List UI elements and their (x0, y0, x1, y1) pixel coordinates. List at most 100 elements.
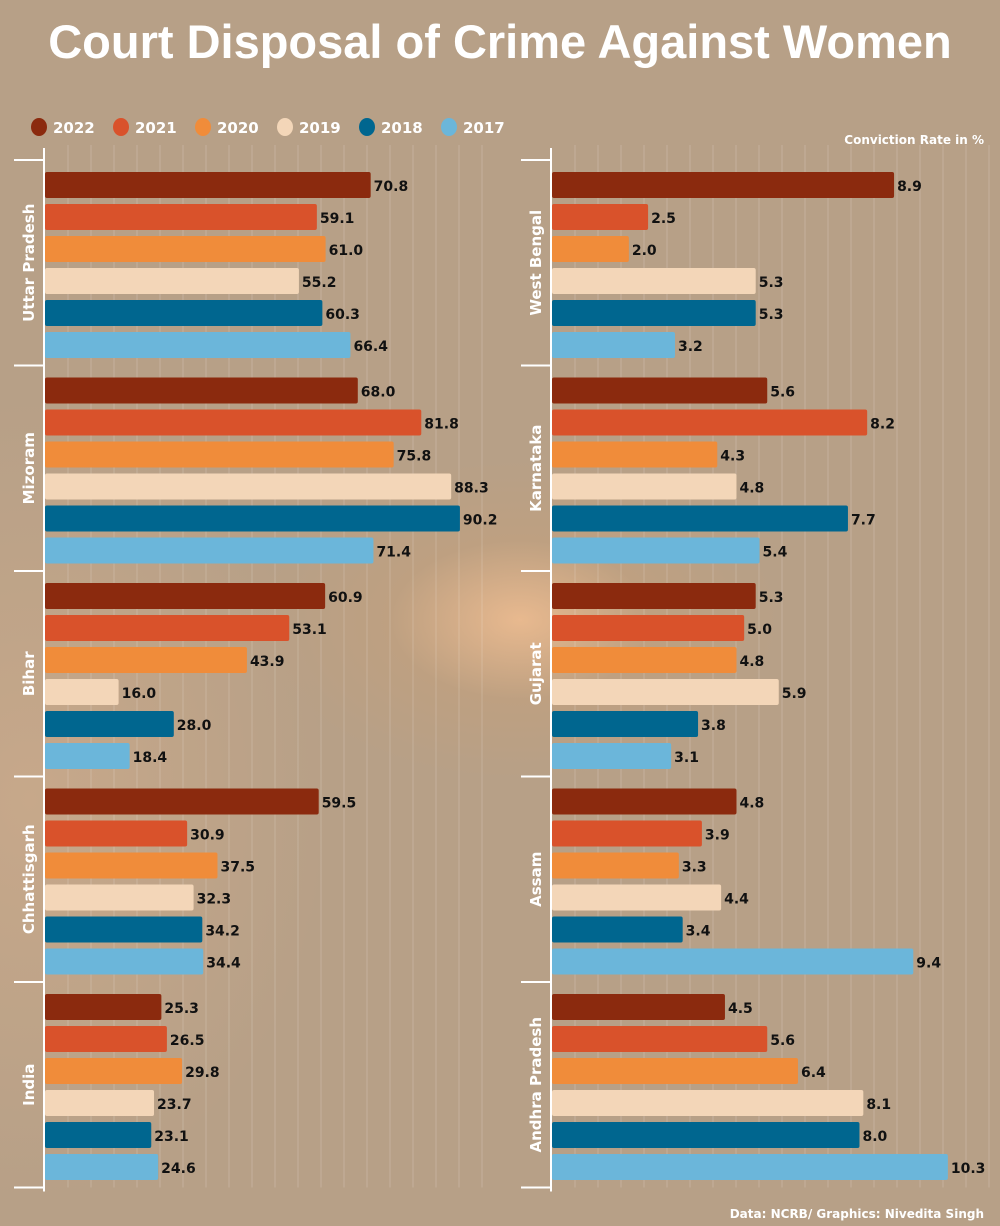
bar-2021 (45, 1026, 167, 1052)
data-label: 61.0 (329, 243, 364, 259)
bar-2019 (552, 679, 779, 705)
bar-2017 (552, 948, 914, 975)
legend-marker-2017 (441, 118, 457, 136)
group-label: Mizoram (20, 432, 38, 504)
data-label: 4.3 (720, 449, 745, 465)
bar-2017 (552, 1154, 948, 1180)
data-label: 5.4 (763, 545, 788, 561)
bar-2018 (552, 711, 699, 737)
bar-2021 (45, 820, 188, 847)
legend-marker-2019 (277, 118, 293, 136)
data-label: 59.5 (322, 796, 357, 812)
bar-2021 (552, 204, 649, 230)
data-label: 66.4 (353, 339, 388, 355)
data-label: 4.5 (728, 1001, 753, 1017)
data-label: 18.4 (133, 750, 168, 766)
bar-2021 (552, 1026, 768, 1052)
bar-2018 (552, 1122, 860, 1148)
unit-label: Conviction Rate in % (844, 133, 984, 147)
legend-label-2018: 2018 (381, 119, 423, 137)
data-label: 5.6 (770, 385, 795, 401)
bar-2021 (45, 409, 422, 436)
data-label: 8.2 (870, 417, 895, 433)
legend-label-2021: 2021 (135, 119, 177, 137)
bar-2020 (552, 647, 737, 673)
group-label: Andhra Pradesh (527, 1017, 545, 1152)
bar-2018 (552, 505, 848, 532)
bar-2022 (552, 788, 737, 815)
data-label: 25.3 (164, 1001, 199, 1017)
source-note: Data: NCRB/ Graphics: Nivedita Singh (730, 1207, 984, 1221)
bar-2019 (45, 679, 119, 705)
data-label: 2.0 (632, 243, 657, 259)
data-label: 6.4 (801, 1065, 826, 1081)
data-label: 71.4 (376, 545, 411, 561)
bar-2022 (45, 994, 162, 1020)
chart-title: Court Disposal of Crime Against Women (48, 15, 952, 68)
data-label: 34.2 (205, 924, 240, 940)
bar-2019 (45, 473, 452, 500)
bar-2020 (45, 236, 326, 262)
data-label: 24.6 (161, 1161, 196, 1177)
legend-label-2017: 2017 (463, 119, 505, 137)
bar-2021 (552, 409, 868, 436)
data-label: 4.8 (739, 654, 764, 670)
data-label: 7.7 (851, 513, 876, 529)
bar-2018 (45, 711, 174, 737)
data-label: 60.3 (325, 307, 360, 323)
bar-2022 (45, 788, 319, 815)
data-label: 75.8 (397, 449, 432, 465)
data-label: 81.8 (424, 417, 459, 433)
data-label: 23.1 (154, 1129, 189, 1145)
data-label: 16.0 (122, 686, 157, 702)
legend-marker-2018 (359, 118, 375, 136)
data-label: 2.5 (651, 211, 676, 227)
bar-2019 (45, 268, 299, 294)
bar-2022 (552, 994, 725, 1020)
group-label: Bihar (20, 651, 38, 696)
data-label: 26.5 (170, 1033, 205, 1049)
bar-2019 (552, 884, 722, 911)
data-label: 53.1 (292, 622, 327, 638)
legend-marker-2021 (113, 118, 129, 136)
legend-marker-2020 (195, 118, 211, 136)
bar-2017 (45, 743, 130, 769)
data-label: 60.9 (328, 590, 363, 606)
group-label: Assam (527, 852, 545, 907)
group-label: Chhattisgarh (20, 824, 38, 934)
group-label: Uttar Pradesh (20, 204, 38, 322)
group-label: West Bengal (527, 210, 545, 316)
bar-2020 (45, 1058, 183, 1084)
data-label: 3.1 (674, 750, 699, 766)
bar-2018 (552, 916, 683, 943)
data-label: 3.3 (682, 860, 707, 876)
bar-2021 (45, 204, 317, 230)
bar-2020 (552, 236, 629, 262)
data-label: 37.5 (221, 860, 256, 876)
bar-2022 (552, 172, 895, 198)
bar-2022 (552, 583, 756, 609)
bar-2017 (45, 1154, 159, 1180)
bar-2020 (552, 441, 718, 468)
bar-2021 (45, 615, 290, 641)
bar-2018 (45, 916, 203, 943)
bar-2019 (552, 473, 737, 500)
bar-2019 (45, 884, 194, 911)
data-label: 8.1 (866, 1097, 891, 1113)
data-label: 43.9 (250, 654, 285, 670)
bar-2017 (552, 743, 672, 769)
legend-label-2020: 2020 (217, 119, 259, 137)
bar-2022 (45, 172, 371, 198)
data-label: 29.8 (185, 1065, 220, 1081)
data-label: 55.2 (302, 275, 337, 291)
data-label: 23.7 (157, 1097, 192, 1113)
data-label: 3.8 (701, 718, 726, 734)
data-label: 4.8 (739, 481, 764, 497)
bar-2020 (45, 647, 247, 673)
data-label: 5.3 (759, 275, 784, 291)
group-label: Gujarat (527, 642, 545, 705)
data-label: 5.6 (770, 1033, 795, 1049)
bar-2017 (45, 537, 374, 564)
bar-2018 (45, 1122, 152, 1148)
